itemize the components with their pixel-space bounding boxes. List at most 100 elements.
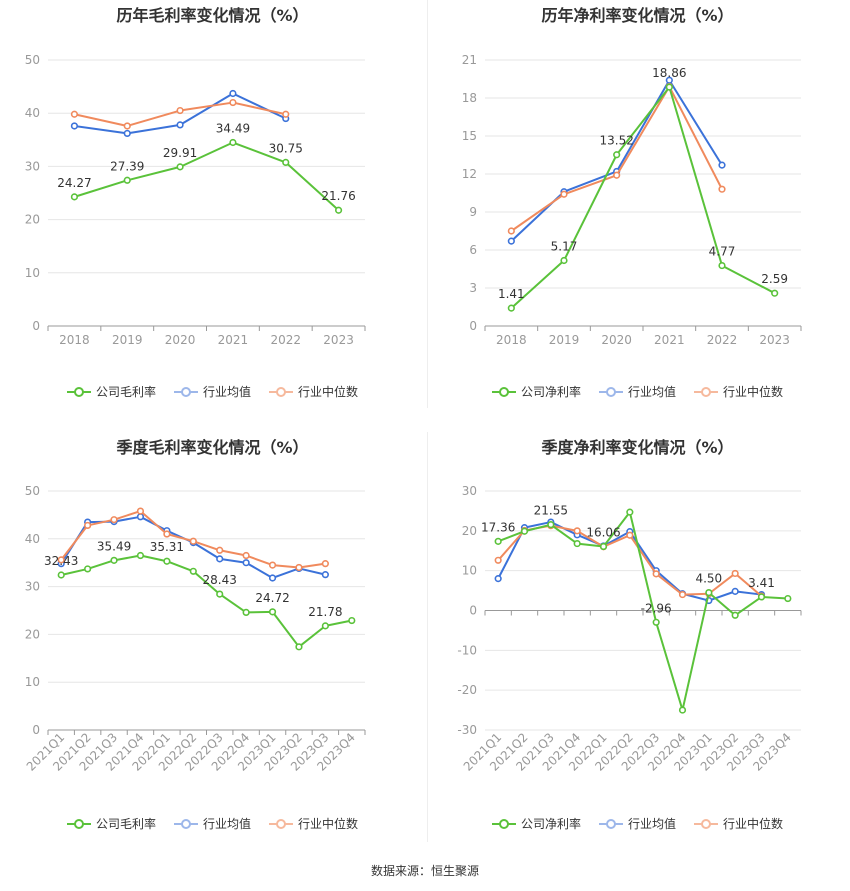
data-point-median [282,110,290,118]
data-point-company [295,643,303,651]
x-tick-label: 2021 [654,333,685,347]
data-point-median [731,569,739,578]
vertical-separator [427,0,428,408]
legend-industry-median[interactable]: 行业中位数 [694,815,783,832]
data-label: 21.78 [308,605,342,619]
x-tick-label: 2019 [549,333,580,347]
data-point-company [560,256,568,265]
legend-industry-avg[interactable]: 行业均值 [173,383,251,400]
legend-company[interactable]: 公司净利率 [491,383,581,400]
data-label: 24.27 [57,176,91,190]
data-point-company [599,542,608,551]
data-label: 1.41 [498,287,525,301]
data-point-company [242,608,250,617]
y-tick-label: 6 [469,243,477,257]
data-point-company [705,588,713,597]
legend-company[interactable]: 公司毛利率 [66,815,156,832]
legend-avg-icon [173,386,198,397]
data-point-avg [507,237,515,245]
data-point-company [652,618,660,626]
legend-company-icon [491,818,516,829]
data-point-company [613,151,621,159]
series-line-company [74,141,340,211]
data-point-company [334,206,343,214]
y-tick-label: -10 [457,643,477,657]
data-point-company [494,537,502,545]
chart-title: 历年毛利率变化情况（%） [116,6,309,25]
legend-industry-median[interactable]: 行业中位数 [269,815,358,832]
data-point-avg [229,89,237,98]
data-point-median [189,537,197,545]
legend-industry-avg[interactable]: 行业均值 [598,383,676,400]
y-tick-label: 30 [462,484,477,498]
data-point-company [136,551,145,560]
series-line-company [510,86,776,309]
data-label: 2.59 [761,272,788,286]
y-tick-label: 3 [469,281,477,295]
data-point-company [110,556,118,564]
legend-label: 公司净利率 [520,817,581,831]
legend-industry-avg[interactable]: 行业均值 [173,815,251,832]
legend-label: 行业均值 [627,385,676,399]
y-tick-label: 40 [25,106,40,120]
legend-company-icon [66,818,91,829]
data-point-median [494,556,502,564]
data-point-company [547,521,555,529]
plot-area: 010203040502021Q12021Q22021Q32021Q42022Q… [24,484,366,774]
y-tick-label: 20 [25,213,40,227]
data-point-median [560,190,568,198]
data-label: -2.96 [641,601,672,615]
legend-industry-median[interactable]: 行业中位数 [269,383,358,400]
data-point-median [321,560,329,568]
data-point-avg [268,574,277,582]
y-tick-label: 10 [25,266,40,280]
data-point-company [268,608,277,616]
data-point-company [784,594,792,603]
data-label: 17.36 [481,520,515,534]
data-label: 32.43 [44,554,78,568]
data-label: 4.50 [695,572,722,586]
legend-avg-icon [598,818,623,829]
y-tick-label: 20 [25,627,40,641]
y-tick-label: -30 [457,723,477,737]
legend-industry-median[interactable]: 行业中位数 [694,383,783,400]
data-point-company [573,539,581,548]
y-tick-label: 20 [462,524,477,538]
data-point-median [84,521,92,530]
y-tick-label: 30 [25,580,40,594]
data-point-company [771,289,779,297]
data-point-avg [731,587,739,595]
y-tick-label: 50 [25,484,40,498]
y-tick-label: 0 [32,723,40,737]
plot-area: 0 10 20 30 40 50 2018 2019 2020 2021 2022 2023 24.27… [25,53,366,347]
data-point-company [507,304,515,312]
legend-company[interactable]: 公司毛利率 [66,383,156,400]
data-point-company [678,706,687,714]
legend-industry-avg[interactable]: 行业均值 [598,815,676,832]
y-tick-label: 18 [462,91,477,105]
data-label: 4.77 [709,245,736,259]
data-point-company [757,593,766,601]
x-tick-label: 2020 [601,333,632,347]
data-point-company [348,616,356,625]
legend-avg-icon [598,386,623,397]
x-tick-label: 2021 [218,333,249,347]
data-point-company [57,571,65,579]
data-point-median [573,527,581,535]
y-tick-label: 10 [25,675,40,689]
legend-median-icon [694,818,718,829]
y-tick-label: 15 [462,129,477,143]
data-point-avg [718,161,726,169]
legend-avg-icon [173,818,198,829]
x-tick-label: 2019 [112,333,143,347]
y-tick-label: 0 [32,319,40,333]
data-point-company [626,508,634,516]
y-tick-label: 30 [25,159,40,173]
x-tick-label: 2018 [496,333,527,347]
x-tick-label: 2022 [270,333,301,347]
y-tick-label: 9 [469,205,477,219]
data-label: 21.55 [534,504,568,518]
data-point-company [665,83,673,91]
data-point-company [176,163,184,171]
legend-company[interactable]: 公司净利率 [491,815,581,832]
